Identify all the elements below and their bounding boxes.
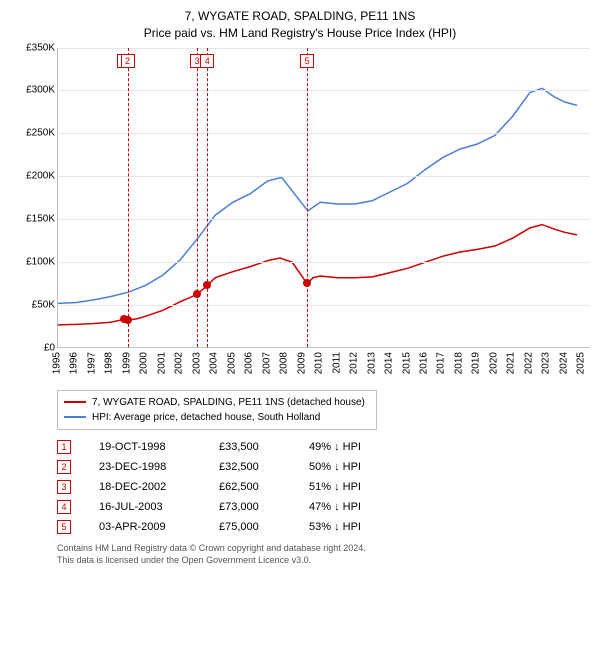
- x-tick-label: 1995: [52, 352, 63, 374]
- marker-dot: [203, 281, 211, 289]
- sale-date: 16-JUL-2003: [99, 501, 219, 513]
- sale-row: 2 23-DEC-1998£32,50050% ↓ HPI: [57, 460, 590, 474]
- footer-line-1: Contains HM Land Registry data © Crown c…: [57, 542, 590, 555]
- x-tick-label: 2000: [139, 352, 150, 374]
- sale-date: 03-APR-2009: [99, 521, 219, 533]
- sale-date: 23-DEC-1998: [99, 461, 219, 473]
- x-tick-label: 2001: [156, 352, 167, 374]
- footer: Contains HM Land Registry data © Crown c…: [57, 542, 590, 567]
- x-tick-label: 2006: [244, 352, 255, 374]
- sale-diff: 51% ↓ HPI: [309, 481, 399, 493]
- marker-vline: [207, 48, 208, 347]
- x-tick-label: 2003: [191, 352, 202, 374]
- y-tick-label: £0: [15, 342, 55, 353]
- x-tick-label: 2012: [349, 352, 360, 374]
- sale-price: £33,500: [219, 441, 309, 453]
- x-tick-label: 1998: [104, 352, 115, 374]
- sale-badge: 3: [57, 480, 71, 494]
- series-property: [58, 224, 577, 324]
- x-tick-label: 2005: [226, 352, 237, 374]
- sale-diff: 50% ↓ HPI: [309, 461, 399, 473]
- x-tick-label: 2007: [261, 352, 272, 374]
- sale-diff: 53% ↓ HPI: [309, 521, 399, 533]
- x-tick-label: 2016: [418, 352, 429, 374]
- sale-date: 18-DEC-2002: [99, 481, 219, 493]
- sale-diff: 47% ↓ HPI: [309, 501, 399, 513]
- y-tick-label: £200K: [15, 171, 55, 182]
- series-hpi: [58, 88, 577, 303]
- marker-vline: [128, 48, 129, 347]
- marker-label: 4: [200, 54, 214, 68]
- x-tick-label: 2017: [436, 352, 447, 374]
- x-tick-label: 2020: [488, 352, 499, 374]
- x-tick-label: 1996: [69, 352, 80, 374]
- x-tick-label: 2002: [174, 352, 185, 374]
- footer-line-2: This data is licensed under the Open Gov…: [57, 554, 590, 567]
- sale-price: £73,000: [219, 501, 309, 513]
- y-tick-label: £150K: [15, 214, 55, 225]
- marker-dot: [193, 290, 201, 298]
- legend-swatch: [64, 416, 86, 418]
- sale-badge: 5: [57, 520, 71, 534]
- x-tick-label: 2019: [471, 352, 482, 374]
- sales-table: 1 19-OCT-1998£33,50049% ↓ HPI 2 23-DEC-1998…: [57, 440, 590, 534]
- legend-row: HPI: Average price, detached house, Sout…: [64, 410, 370, 425]
- x-tick-label: 2013: [366, 352, 377, 374]
- x-tick-label: 2008: [279, 352, 290, 374]
- x-tick-label: 2015: [401, 352, 412, 374]
- x-tick-label: 2018: [453, 352, 464, 374]
- sale-diff: 49% ↓ HPI: [309, 441, 399, 453]
- marker-label: 2: [121, 54, 135, 68]
- x-tick-label: 2021: [506, 352, 517, 374]
- y-tick-label: £300K: [15, 85, 55, 96]
- title-line-1: 7, WYGATE ROAD, SPALDING, PE11 1NS: [10, 8, 590, 25]
- sale-row: 4 16-JUL-2003£73,00047% ↓ HPI: [57, 500, 590, 514]
- y-tick-label: £50K: [15, 299, 55, 310]
- legend-swatch: [64, 401, 86, 403]
- chart: £0£50K£100K£150K£200K£250K£300K£350K 123…: [15, 48, 590, 388]
- legend-row: 7, WYGATE ROAD, SPALDING, PE11 1NS (deta…: [64, 395, 370, 410]
- sale-date: 19-OCT-1998: [99, 441, 219, 453]
- x-tick-label: 2011: [331, 352, 342, 374]
- marker-label: 5: [300, 54, 314, 68]
- legend: 7, WYGATE ROAD, SPALDING, PE11 1NS (deta…: [57, 390, 377, 430]
- x-tick-label: 2004: [209, 352, 220, 374]
- x-tick-label: 2010: [314, 352, 325, 374]
- x-tick-label: 2014: [384, 352, 395, 374]
- x-tick-label: 2025: [576, 352, 587, 374]
- title-block: 7, WYGATE ROAD, SPALDING, PE11 1NS Price…: [10, 8, 590, 42]
- legend-label: 7, WYGATE ROAD, SPALDING, PE11 1NS (deta…: [92, 395, 365, 410]
- y-tick-label: £100K: [15, 256, 55, 267]
- sale-price: £32,500: [219, 461, 309, 473]
- sale-badge: 1: [57, 440, 71, 454]
- x-tick-label: 2024: [558, 352, 569, 374]
- title-line-2: Price paid vs. HM Land Registry's House …: [10, 25, 590, 42]
- y-tick-label: £250K: [15, 128, 55, 139]
- marker-dot: [303, 279, 311, 287]
- sale-row: 1 19-OCT-1998£33,50049% ↓ HPI: [57, 440, 590, 454]
- chart-lines: [58, 48, 590, 347]
- x-tick-label: 1997: [86, 352, 97, 374]
- chart-container: 7, WYGATE ROAD, SPALDING, PE11 1NS Price…: [0, 0, 600, 650]
- x-tick-label: 2009: [296, 352, 307, 374]
- x-tick-label: 1999: [121, 352, 132, 374]
- x-tick-label: 2022: [523, 352, 534, 374]
- marker-vline: [197, 48, 198, 347]
- sale-row: 5 03-APR-2009£75,00053% ↓ HPI: [57, 520, 590, 534]
- marker-dot: [124, 316, 132, 324]
- x-tick-label: 2023: [541, 352, 552, 374]
- sale-row: 3 18-DEC-2002£62,50051% ↓ HPI: [57, 480, 590, 494]
- sale-price: £62,500: [219, 481, 309, 493]
- sale-badge: 4: [57, 500, 71, 514]
- plot-area: 12345: [57, 48, 590, 348]
- marker-vline: [307, 48, 308, 347]
- sale-price: £75,000: [219, 521, 309, 533]
- legend-label: HPI: Average price, detached house, Sout…: [92, 410, 320, 425]
- y-tick-label: £350K: [15, 42, 55, 53]
- sale-badge: 2: [57, 460, 71, 474]
